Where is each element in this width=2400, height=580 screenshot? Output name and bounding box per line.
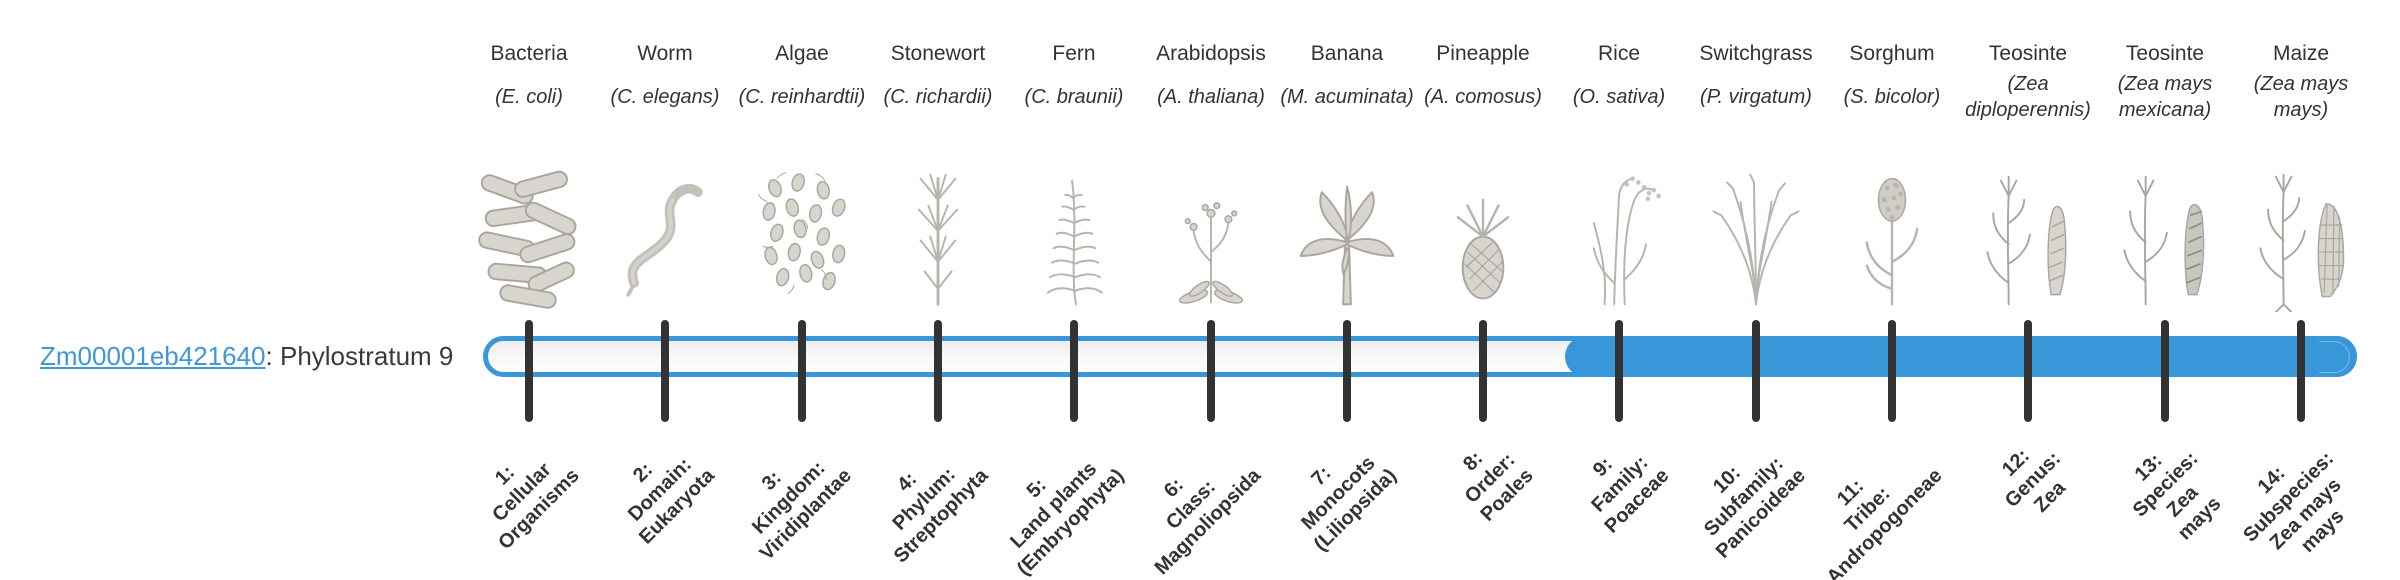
- phylostratum-tick: [1615, 320, 1623, 422]
- phylostratum-tick: [1888, 320, 1896, 422]
- organism-scientific-name: (S. bicolor): [1843, 86, 1941, 108]
- switchgrass-illustration: [1691, 160, 1821, 312]
- pineapple-illustration: [1418, 160, 1548, 312]
- phylostratum-tick: [2024, 320, 2032, 422]
- organism-common-name: Worm: [637, 42, 693, 65]
- organism-scientific-name: (C. braunii): [1024, 86, 1124, 108]
- organism-scientific-name: (Zea diploperennis): [1965, 73, 2091, 121]
- organism-common-name: Maize: [2272, 42, 2330, 65]
- organism-common-name: Banana: [1310, 42, 1384, 65]
- fern-illustration: [1009, 160, 1139, 312]
- phylostratum-tick: [1479, 320, 1487, 422]
- organism-scientific-name: (E. coli): [495, 86, 563, 108]
- phylostratum-tick: [934, 320, 942, 422]
- phylostratum-tick: [1752, 320, 1760, 422]
- organism-scientific-name: (C. richardii): [883, 86, 993, 108]
- banana-illustration: [1282, 160, 1412, 312]
- organism-common-name: Rice: [1597, 42, 1640, 65]
- timeline-bar-fill: [1565, 336, 2357, 377]
- phylostratum-tick: [798, 320, 806, 422]
- stonewort-illustration: [873, 160, 1003, 312]
- rice-illustration: [1554, 160, 1684, 312]
- organism-common-name: Stonewort: [890, 42, 986, 65]
- organism-scientific-name: (Zea mays mays): [2253, 73, 2349, 121]
- organism-common-name: Arabidopsis: [1156, 42, 1266, 65]
- organism-scientific-name: (C. elegans): [610, 86, 720, 108]
- phylostratum-tick: [1207, 320, 1215, 422]
- phylostratum-tick: [661, 320, 669, 422]
- sorghum-illustration: [1827, 160, 1957, 312]
- worm-illustration: [600, 160, 730, 312]
- organism-common-name: Sorghum: [1849, 42, 1935, 65]
- organism-common-name: Fern: [1052, 42, 1096, 65]
- organism-scientific-name: (P. virgatum): [1700, 86, 1812, 108]
- teosinte-diploperennis-illustration: [1963, 160, 2093, 312]
- organism-common-name: Pineapple: [1436, 42, 1530, 65]
- phylostratum-tick: [525, 320, 533, 422]
- organism-common-name: Teosinte: [1988, 42, 2068, 65]
- phylostratum-label: 14: Subspecies: Zea mays mays: [2239, 447, 2349, 557]
- algae-illustration: [737, 160, 867, 312]
- organism-scientific-name: (C. reinhardtii): [738, 86, 866, 108]
- organism-scientific-name: (A. thaliana): [1157, 86, 1265, 108]
- maize-illustration: [2236, 160, 2366, 312]
- organism-common-name: Algae: [775, 42, 829, 65]
- organism-common-name: Teosinte: [2125, 42, 2205, 65]
- organism-common-name: Bacteria: [490, 42, 568, 65]
- gene-phylostratum-text: : Phylostratum 9: [265, 341, 454, 371]
- organism-scientific-name: (O. sativa): [1572, 86, 1666, 108]
- bacteria-illustration: [464, 160, 594, 312]
- phylostratum-tick: [1070, 320, 1078, 422]
- gene-header: Zm00001eb421640: Phylostratum 9: [40, 341, 453, 372]
- phylostratum-tick: [1343, 320, 1351, 422]
- phylostratum-tick: [2297, 320, 2305, 422]
- teosinte-mexicana-illustration: [2100, 160, 2230, 312]
- organism-scientific-name: (A. comosus): [1424, 86, 1542, 108]
- organism-scientific-name: (Zea mays mexicana): [2117, 73, 2213, 121]
- organism-scientific-name: (M. acuminata): [1280, 86, 1414, 108]
- arabidopsis-illustration: [1146, 160, 1276, 312]
- gene-id-link[interactable]: Zm00001eb421640: [40, 341, 266, 371]
- phylostratum-tick: [2161, 320, 2169, 422]
- organism-common-name: Switchgrass: [1699, 42, 1813, 65]
